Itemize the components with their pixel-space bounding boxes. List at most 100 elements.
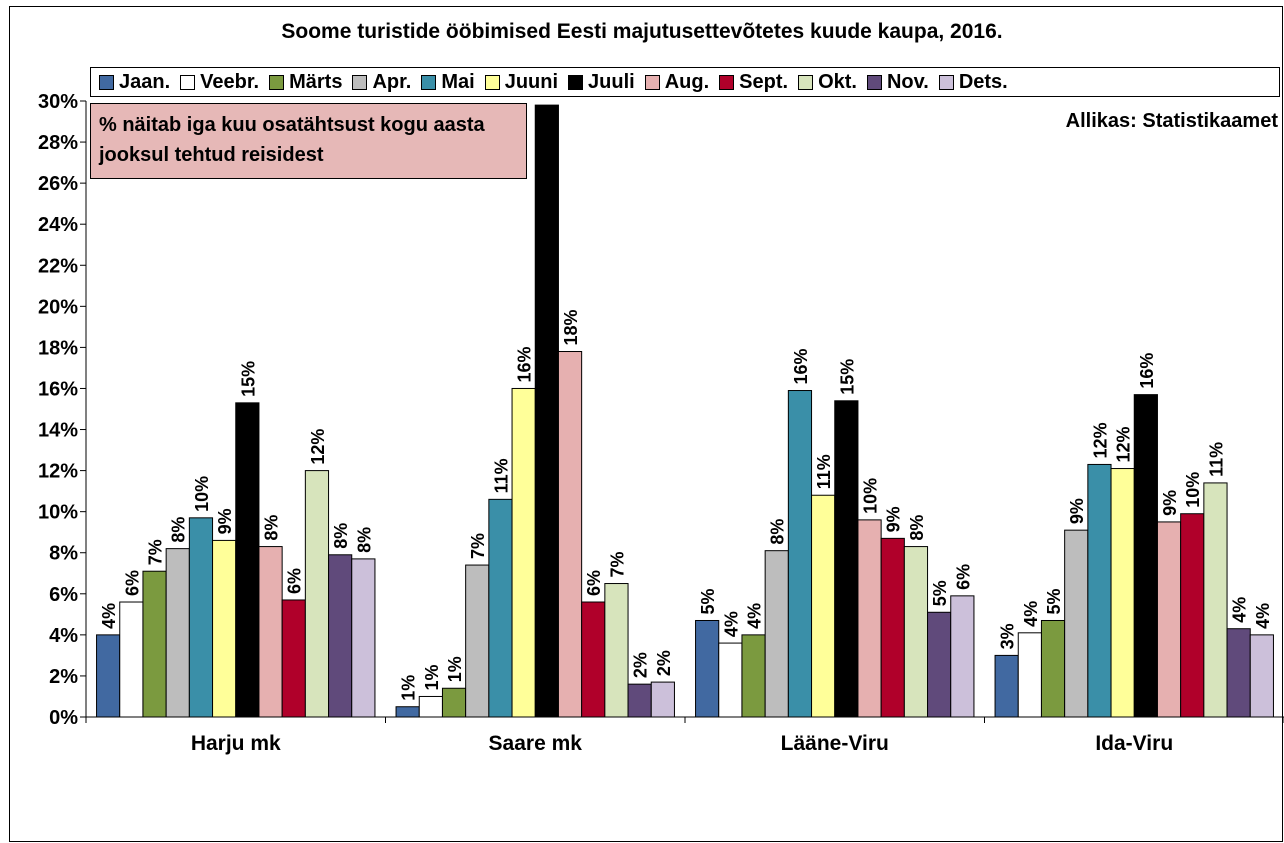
data-label: 5%	[930, 580, 950, 606]
bar	[304, 470, 330, 718]
legend-swatch	[644, 74, 660, 90]
chart-note: % näitab iga kuu osatähtsust kogu aasta …	[90, 103, 527, 179]
data-label: 10%	[1183, 472, 1203, 508]
bar	[418, 695, 443, 718]
chart-title: Soome turistide ööbimised Eesti majutuse…	[281, 20, 1003, 43]
bar	[212, 539, 237, 718]
bar	[903, 546, 929, 718]
data-label: 7%	[468, 533, 488, 559]
x-tick-label: Harju mk	[191, 732, 281, 755]
legend-item: Juuni	[484, 71, 558, 94]
bar	[1226, 628, 1251, 718]
bar	[834, 400, 859, 718]
data-label: 30%	[538, 113, 558, 149]
data-label: 4%	[745, 603, 765, 629]
data-label: 1%	[399, 675, 419, 701]
data-label: 9%	[1160, 490, 1180, 516]
bar	[880, 537, 905, 718]
bar	[1203, 482, 1228, 718]
bar	[235, 402, 260, 718]
bar	[927, 611, 952, 718]
bar	[1156, 521, 1182, 718]
data-label: 15%	[238, 361, 258, 397]
bar	[328, 554, 353, 718]
legend-label: Jaan.	[119, 70, 171, 93]
legend-label: Märts	[289, 70, 343, 93]
bar	[96, 634, 121, 718]
legend-label: Okt.	[818, 70, 857, 93]
y-tick-label: 14%	[38, 420, 78, 442]
data-label: 4%	[721, 611, 741, 637]
bar	[741, 634, 766, 718]
data-label: 8%	[262, 515, 282, 541]
y-tick-label: 18%	[38, 337, 78, 359]
legend-label: Aug.	[664, 70, 710, 93]
y-tick-label: 20%	[38, 296, 78, 318]
data-label: 6%	[953, 564, 973, 590]
data-label: 9%	[215, 508, 235, 534]
y-tick-label: 10%	[38, 502, 78, 524]
bar	[258, 546, 283, 718]
data-label: 16%	[791, 348, 811, 384]
legend-swatch	[180, 74, 196, 90]
x-tick-label: Lääne-Viru	[781, 732, 889, 755]
bar	[511, 387, 536, 718]
y-tick-label: 28%	[38, 132, 78, 154]
x-tick-label: Saare mk	[489, 732, 583, 755]
bar	[351, 558, 376, 718]
data-label: 6%	[285, 568, 305, 594]
bar	[811, 494, 836, 718]
data-label: 16%	[515, 346, 535, 382]
bar	[1110, 468, 1135, 718]
bar	[604, 583, 629, 718]
bar	[950, 595, 975, 718]
y-tick-label: 2%	[49, 666, 78, 688]
legend-swatch	[866, 74, 882, 90]
bar	[188, 517, 214, 718]
data-label: 16%	[1137, 353, 1157, 389]
y-tick-label: 12%	[38, 461, 78, 483]
legend-label: Sept.	[739, 70, 789, 93]
data-label: 8%	[331, 523, 351, 549]
data-label: 8%	[169, 517, 189, 543]
legend-label: Dets.	[958, 70, 1008, 93]
data-label: 12%	[1090, 422, 1110, 458]
x-tick-label: Ida-Viru	[1095, 732, 1173, 755]
chart-source: Allikas: Statistikaamet	[1065, 110, 1278, 132]
bar	[581, 601, 606, 718]
data-label: 18%	[561, 309, 581, 345]
data-label: 12%	[308, 429, 328, 465]
data-label: 7%	[146, 539, 166, 565]
bar	[1064, 529, 1089, 718]
y-tick-label: 8%	[49, 543, 78, 565]
legend-item: Veebr.	[180, 71, 259, 94]
legend-label: Nov.	[886, 70, 929, 93]
bar	[1087, 463, 1112, 718]
bar	[787, 390, 813, 718]
bar	[1180, 513, 1205, 718]
legend-item: Sept.	[719, 71, 788, 94]
data-label: 4%	[99, 603, 119, 629]
bar	[1040, 619, 1066, 718]
bar	[142, 570, 167, 718]
legend-item: Juuli	[568, 71, 635, 94]
bar	[650, 681, 675, 718]
data-label: 11%	[814, 454, 834, 489]
legend-swatch	[719, 74, 735, 90]
bar	[718, 642, 743, 718]
legend-swatch	[798, 74, 814, 90]
bar	[764, 550, 789, 718]
data-label: 15%	[837, 359, 857, 395]
data-label: 8%	[768, 519, 788, 545]
legend-swatch	[938, 74, 954, 90]
legend-item: Märts	[269, 71, 342, 94]
data-label: 8%	[907, 515, 927, 541]
data-label: 12%	[1114, 427, 1134, 463]
y-tick-label: 4%	[49, 625, 78, 647]
y-tick-label: 0%	[49, 707, 78, 729]
data-label: 10%	[192, 476, 212, 512]
bar	[1249, 634, 1274, 718]
data-label: 10%	[861, 478, 881, 514]
data-label: 9%	[1067, 498, 1087, 524]
